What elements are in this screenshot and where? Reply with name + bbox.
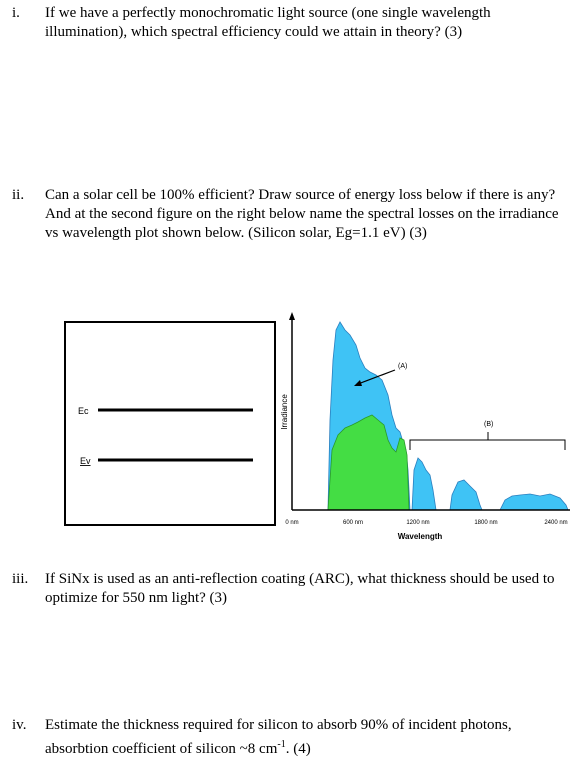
band-label: Ev [80,456,91,466]
bracket [409,432,566,450]
text: . (4) [285,741,311,757]
superscript: -1 [277,739,286,750]
annotation-arrowhead [354,380,362,386]
question-number: ii. [12,187,25,203]
x-tick-label: 2400 nm [544,520,567,526]
text: Estimate the thickness required for sili… [45,717,512,757]
annotation: (B) [484,421,493,428]
band-label: Ec [78,406,89,416]
x-tick-label: 600 nm [343,520,363,526]
question-number: i. [12,5,20,21]
band-box [64,321,276,526]
x-tick-label: 0 nm [285,520,298,526]
x-tick-label: 1800 nm [474,520,497,526]
annotation: (A) [398,363,407,370]
usable-spectrum [327,414,410,511]
question-number: iii. [12,571,29,587]
question-number: iv. [12,717,27,733]
annotation-arrow [357,369,396,385]
question-text: Estimate the thickness required for sili… [45,716,570,759]
y-axis-label: Irradiance [280,394,289,430]
question-text: Can a solar cell be 100% efficient? Draw… [45,187,559,241]
axis-arrow [289,312,295,320]
question-text: If SiNx is used as an anti-reflection co… [45,571,555,606]
x-tick-label: 1200 nm [406,520,429,526]
x-axis-label: Wavelength [398,532,443,541]
question-text: If we have a perfectly monochromatic lig… [45,5,491,40]
